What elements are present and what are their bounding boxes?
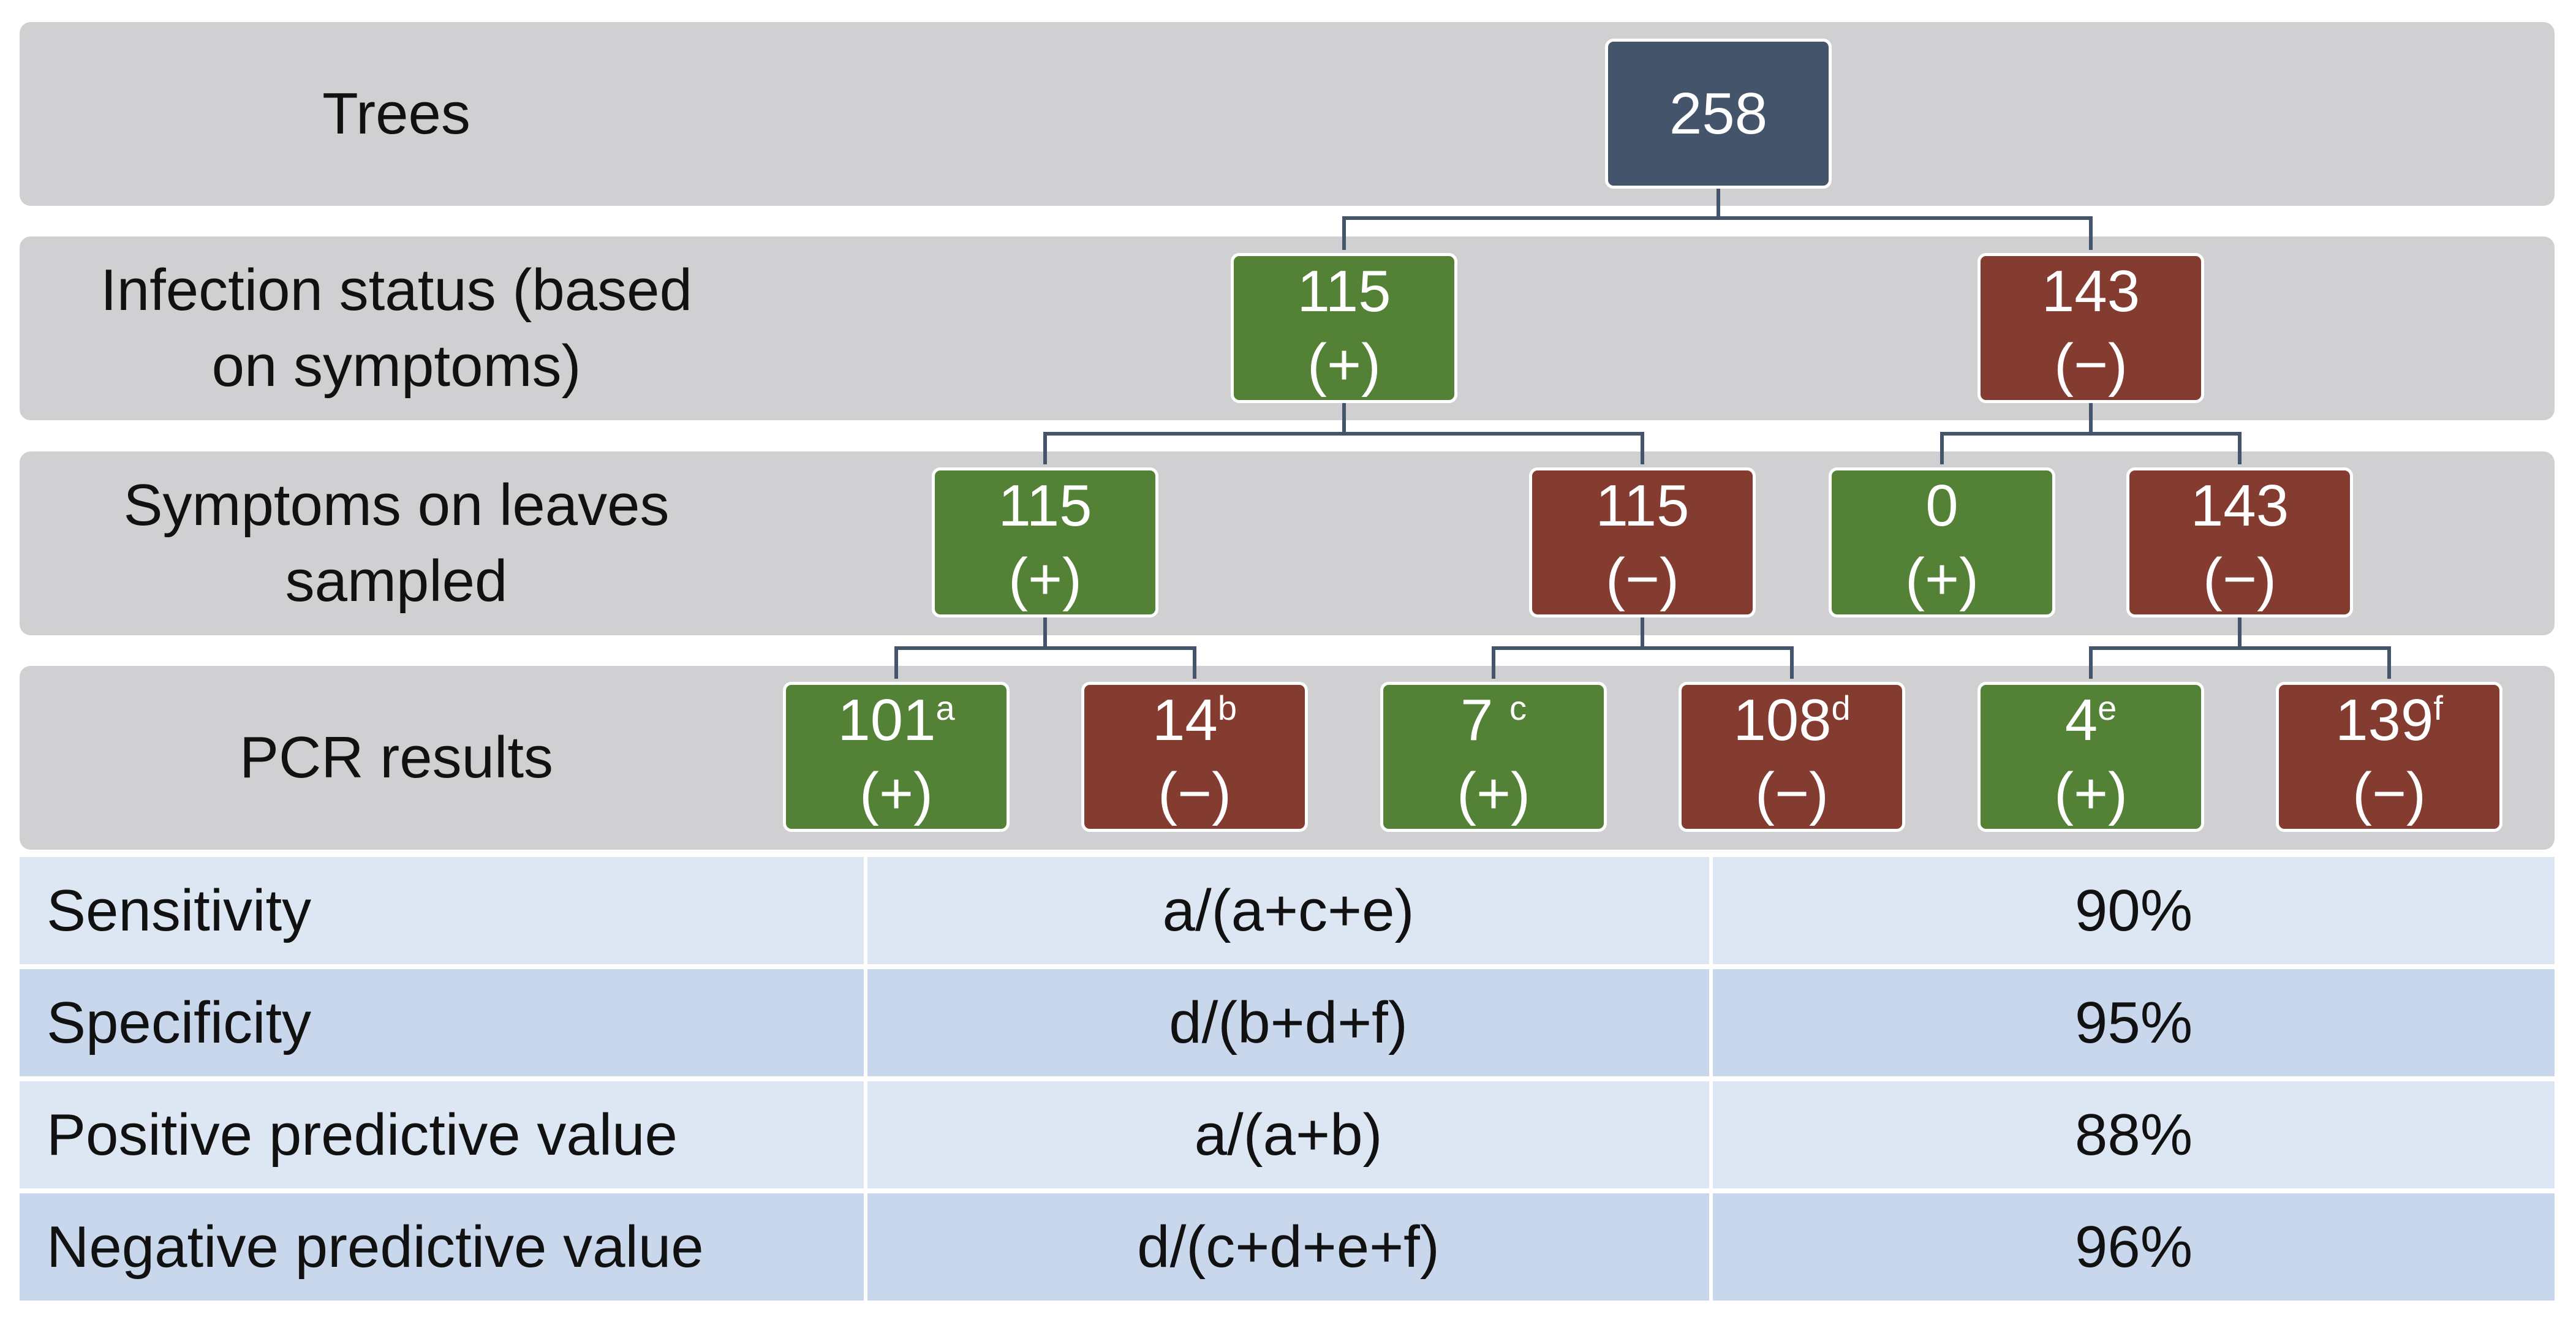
node-pcr-a: 101a (+) — [783, 682, 1010, 832]
metric-name: Negative predictive value — [47, 1214, 704, 1280]
tree-connectors — [894, 189, 2391, 679]
metric-value: 88% — [1709, 1081, 2555, 1188]
node-pcr-c: 7 c (+) — [1380, 682, 1607, 832]
table-row-sensitivity: Sensitivity a/(a+c+e) 90% — [20, 857, 2555, 964]
metric-name: Sensitivity — [47, 877, 312, 943]
metric-formula: d/(b+d+f) — [864, 969, 1709, 1076]
row-label-infection-status: Infection status (based on symptoms) — [100, 257, 692, 399]
metric-formula: a/(a+b) — [864, 1081, 1709, 1188]
row-label-symptoms-on-leaves: Symptoms on leaves sampled — [123, 472, 670, 614]
connector-leaf-pn-to-pcr — [1492, 617, 1794, 679]
node-trees-total: 258 — [1605, 39, 1832, 189]
node-leaves-pos-of-neg: 0 (+) — [1829, 467, 2055, 617]
metric-value: 96% — [1709, 1193, 2555, 1301]
band-trees — [20, 22, 2555, 206]
node-pcr-f: 139f (−) — [2276, 682, 2502, 832]
table-row-negative-predictive-value: Negative predictive value d/(c+d+e+f) 96… — [20, 1193, 2555, 1301]
metric-value: 90% — [1709, 857, 2555, 964]
connector-inf-neg-to-leaves — [1940, 403, 2242, 464]
node-leaves-pos-of-pos: 115 (+) — [932, 467, 1158, 617]
node-leaves-neg-of-pos: 115 (−) — [1529, 467, 1756, 617]
node-pcr-e: 4e (+) — [1977, 682, 2204, 832]
metric-formula: d/(c+d+e+f) — [864, 1193, 1709, 1301]
node-pcr-d: 108d (−) — [1679, 682, 1905, 832]
node-pcr-b: 14b (−) — [1081, 682, 1308, 832]
table-row-specificity: Specificity d/(b+d+f) 95% — [20, 969, 2555, 1076]
metric-value: 95% — [1709, 969, 2555, 1076]
connector-leaf-nn-to-pcr — [2089, 617, 2391, 679]
node-leaves-neg-of-neg: 143 (−) — [2126, 467, 2353, 617]
table-divider — [20, 1076, 2555, 1081]
metric-name: Positive predictive value — [47, 1101, 678, 1168]
table-row-positive-predictive-value: Positive predictive value a/(a+b) 88% — [20, 1081, 2555, 1188]
table-divider — [20, 964, 2555, 969]
connector-inf-pos-to-leaves — [1043, 403, 1644, 464]
row-label-trees: Trees — [322, 81, 470, 146]
metric-formula: a/(a+c+e) — [864, 857, 1709, 964]
node-infection-positive: 115 (+) — [1231, 253, 1457, 403]
metric-name: Specificity — [47, 989, 312, 1055]
connector-leaf-pp-to-pcr — [894, 617, 1196, 679]
node-infection-negative: 143 (−) — [1977, 253, 2204, 403]
table-divider — [20, 1188, 2555, 1193]
connector-root-to-infection — [1342, 189, 2093, 250]
row-label-pcr-results: PCR results — [239, 725, 554, 790]
